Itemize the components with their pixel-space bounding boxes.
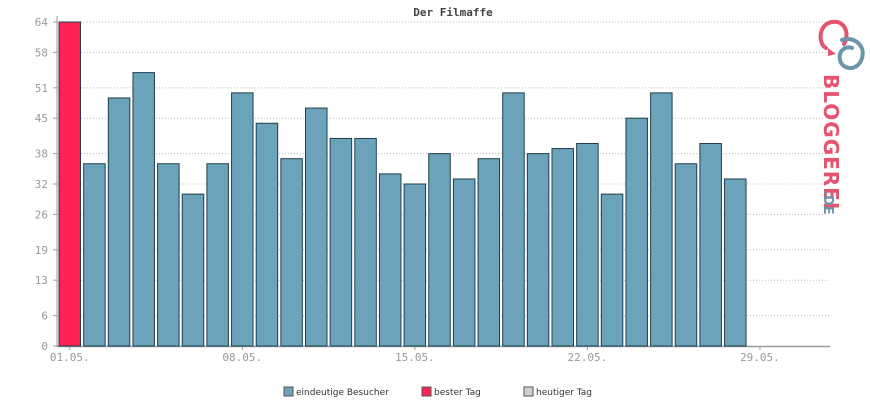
bar [107,97,131,347]
x-axis: 01.05. 08.05. 15.05. 22.05. 29.05. [50,345,830,364]
x-tick-label: 22.05. [568,351,608,364]
bar [83,163,106,347]
y-tick-label: 6 [41,310,48,323]
legend: eindeutige Besucher bester Tag heutiger Ta… [283,386,592,398]
chart-title: Der Filmaffe [413,6,493,19]
bar [428,153,451,347]
y-tick-label: 0 [41,340,48,353]
bar [502,92,525,347]
bar [132,72,155,347]
bar [329,137,353,347]
logo-mark-icon [818,19,865,70]
y-tick-label: 58 [35,46,48,59]
x-tick-label: 08.05. [222,351,262,364]
legend-swatch [523,386,534,397]
bar [280,158,303,347]
bar [477,158,501,347]
y-tick-label: 13 [35,274,48,287]
bar [674,163,698,347]
legend-swatch [421,386,432,397]
y-tick-label: 64 [35,16,49,29]
y-tick-label: 26 [35,208,48,221]
bars [58,21,747,347]
bar [206,163,229,347]
bar [231,92,254,347]
legend-label: eindeutige Besucher [296,388,389,398]
y-tick-label: 51 [35,82,48,95]
bar [157,163,180,347]
bar [551,148,574,347]
bar [378,173,402,347]
bar [354,137,377,347]
logo-text: BLOGGEREI [819,74,843,210]
legend-swatch [283,386,294,397]
bar [305,107,328,347]
bar [181,193,205,347]
legend-label: bester Tag [434,388,481,398]
x-tick-label: 15.05. [395,351,435,364]
bar [403,183,427,347]
bar [255,122,279,347]
logo-suffix: .DE [820,190,835,215]
bar [625,117,648,347]
bloggerei-logo: BLOGGEREI .DE [818,19,865,215]
bar [576,143,599,347]
bar [600,193,624,347]
bar [526,153,550,347]
bar [58,21,81,347]
bar [724,178,747,347]
y-tick-label: 19 [35,244,48,257]
y-tick-label: 45 [35,112,48,125]
bar [452,178,476,347]
x-tick-label: 01.05. [50,351,90,364]
x-tick-label: 29.05. [740,351,780,364]
y-tick-label: 32 [35,178,48,191]
y-tick-label: 38 [35,148,48,161]
bar [699,143,722,347]
y-axis: 0 6 13 19 26 32 38 45 51 58 64 [35,16,58,353]
bar [650,92,673,347]
legend-label: heutiger Tag [536,388,592,398]
